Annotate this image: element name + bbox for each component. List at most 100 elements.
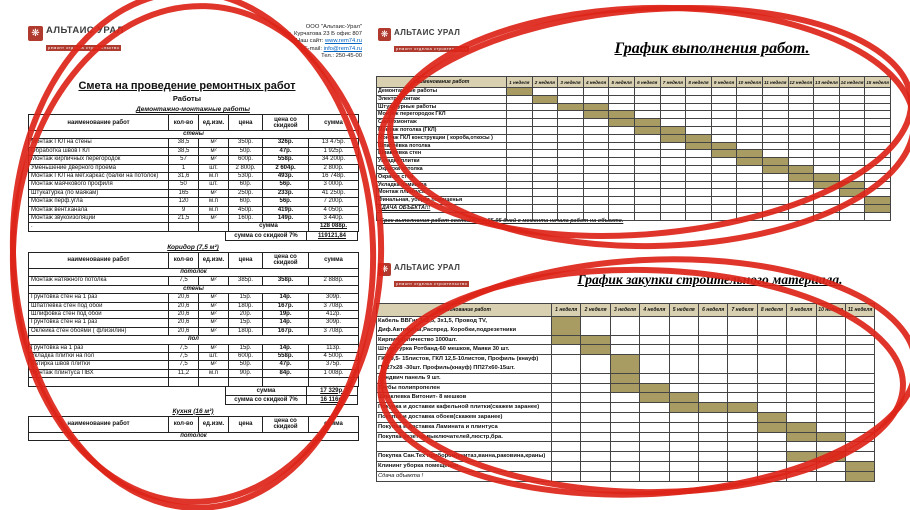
gantt-week-header: 6 неделя [633,76,661,88]
discount-price: 167р. [262,301,309,311]
gantt-empty-cell [639,431,670,443]
gantt-empty-cell [557,87,584,96]
gantt-empty-cell [697,382,729,394]
quantity: 20,6 [168,326,199,337]
unit: м² [198,146,229,157]
gantt-empty-cell [710,203,738,213]
gantt-week-header: 4 неделя [582,76,610,88]
gantt-empty-cell [659,141,687,151]
estimate-column-header: цена [228,415,263,433]
quantity: 31,6 [168,172,199,182]
estimate-group-row: стены [28,284,359,295]
work-name: Шпатлевка стен под обои [28,301,169,311]
gantt-empty-cell [550,460,582,472]
gantt-empty-cell [838,87,866,96]
gantt-empty-cell [582,118,610,127]
price: 20р. [228,309,263,320]
gantt-task-name: Монтаж потолка (ГКЛ) [376,125,507,135]
estimate-row: Шлифовка стен под обои 20,6 м² 20р. 19р. 412р… [28,309,359,320]
gantt-task-name: Шпаклевка Витонит- 8 мешков [376,392,552,404]
gantt-week-header: 10 неделя [815,303,846,317]
gantt-empty-cell [736,102,763,112]
gantt-empty-cell [844,344,876,356]
unit: м² [198,276,229,286]
estimate-sum-line: сумма со скидкой 7% 119121,84 [28,231,358,241]
gantt-empty-cell [685,149,712,159]
gantt-empty-cell [813,188,840,198]
gantt-bar-cell [864,203,891,213]
gantt-empty-cell [633,133,661,143]
gantt-header-row: наименование работ 1 неделя 2 неделя 3 неде… [376,303,876,317]
unit: м² [198,293,229,303]
price: 160р. [228,214,263,224]
estimate-sections: Демонтажно-монтажные работы наименование … [10,106,364,441]
gantt-empty-cell [633,188,661,198]
gantt-empty-cell [639,316,670,336]
gantt-empty-cell [727,451,758,462]
gantt-empty-cell [685,180,712,190]
estimate-group-row: потолок [28,267,359,278]
sum-value: 16 116р. [307,395,358,405]
logo-text-block: Альтаис Урал ремонт отделка строительств… [46,26,124,54]
price: 180р. [228,326,263,337]
estimate-row: Монтаж плинтуса ПВХ 11,2 м.п 90р. 84р. 1 008р… [28,368,359,379]
gantt-table: наименование работ 1 неделя 2 неделя 3 неде… [376,303,876,482]
work-name: Оклейка стен обоями ( флизилин) [28,326,169,337]
gantt-empty-cell [864,164,891,174]
gantt-empty-cell [813,118,840,127]
work-name: Укладка плитки на пол [28,351,169,362]
gantt-empty-cell [633,196,661,205]
gantt-empty-cell [531,203,559,213]
gantt-empty-cell [864,118,891,127]
gantt-bar-cell [815,431,846,443]
logo-tagline: ремонт отделка строительство [394,281,470,287]
gantt-empty-cell [838,164,866,174]
gantt-empty-cell [582,196,610,205]
gantt-empty-cell [697,354,729,374]
gantt-empty-cell [697,470,729,482]
gantt-empty-cell [531,125,559,135]
gantt-empty-cell [813,87,840,96]
gantt-empty-cell [633,164,661,174]
gantt-week-header: 12 неделя [787,76,815,88]
logo-text-block: Альтаис Урал ремонт отделка строительств… [394,263,470,290]
work-name: Монтаж плинтуса ПВХ [28,368,169,379]
gantt-empty-cell [531,118,559,127]
gantt-empty-cell [786,316,817,336]
estimate-column-header: сумма [308,415,359,433]
estimate-group-row: потолок [28,431,359,441]
gantt-empty-cell [736,211,763,221]
gantt-empty-cell [659,102,687,112]
gantt-bar-cell [633,125,661,135]
gantt-empty-cell [727,372,758,384]
gantt-empty-cell [685,172,712,182]
gantt-empty-cell [761,118,789,127]
gantt-empty-cell [756,334,788,346]
gantt-empty-cell [710,125,738,135]
gantt-empty-cell [727,411,758,423]
estimate-column-header: цена [228,114,263,131]
gantt-empty-cell [697,421,729,433]
gantt-week-header: 11 неделя [761,76,789,88]
gantt-bar-cell [710,141,738,151]
gantt-empty-cell [668,344,699,356]
gantt-empty-cell [633,172,661,182]
gantt-row: Покупка и доставка Ламината и плинтуса [376,421,876,433]
gantt-bar-cell [580,344,611,356]
gantt-empty-cell [844,392,876,404]
discount-price: 558р. [262,351,309,362]
gantt-bar-cell [550,316,582,336]
gantt-bar-cell [756,411,788,423]
work-name: Монтаж перф.угла [28,197,169,207]
sum-label: сумма [228,222,309,232]
gantt-task-name [376,441,552,453]
gantt-empty-cell [736,87,763,96]
gantt-empty-cell [582,172,610,182]
gantt-task-name: Монтаж ГКЛ конструкции ( короба,откосы ) [376,133,507,143]
gantt-row: Финальная, уборка помещенья [376,196,891,205]
estimate-column-header: сумма [308,114,359,131]
gantt-row: Клининг уборка помещения [376,460,876,472]
gantt-empty-cell [633,87,661,96]
gantt-empty-cell [685,196,712,205]
total: 34 200р. [308,155,359,165]
